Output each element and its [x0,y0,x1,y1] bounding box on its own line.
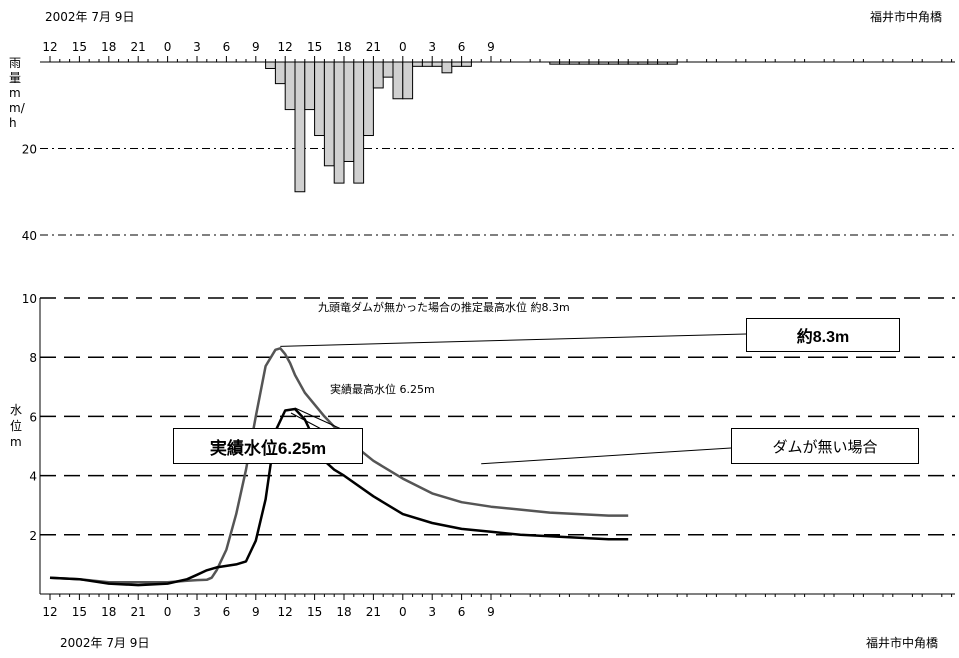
rain-bar [274,61,286,85]
level-y-tick-label: 2 [29,529,37,543]
level-x-tick-label: 21 [366,605,381,619]
rain-bar [578,61,590,65]
rain-x-tick-label: 18 [336,40,351,54]
rain-bar [568,61,580,65]
rain-y-tick-label: 20 [22,143,37,157]
rain-bar [559,61,570,65]
rain-bar [314,61,325,137]
rain-bar [363,61,374,137]
rain-bar [284,61,296,111]
rain-x-tick-label: 3 [428,40,436,54]
level-x-tick-label: 15 [307,605,322,619]
level-x-tick-label: 9 [252,605,260,619]
rain-x-tick-label: 6 [223,40,231,54]
rain-bar [627,61,639,65]
rain-x-tick-label: 21 [366,40,381,54]
rain-bar [265,61,276,69]
rain-x-tick-label: 6 [458,40,466,54]
rain-x-tick-label: 15 [307,40,322,54]
rain-bar [637,61,649,65]
level-x-tick-label: 21 [131,605,146,619]
level-x-tick-label: 3 [428,605,436,619]
rain-x-tick-label: 12 [278,40,293,54]
rain-bar [343,61,355,162]
rain-x-tick-label: 12 [42,40,57,54]
level-y-tick-label: 4 [29,470,37,484]
level-x-tick-label: 18 [101,605,116,619]
top-date-label: 2002年 7月 9日 [45,10,135,24]
level-x-tick-label: 12 [278,605,293,619]
rain-x-tick-label: 21 [131,40,146,54]
rain-bar [441,61,453,74]
level-x-tick-label: 0 [399,605,407,619]
level-axis-label: 水位 m [10,403,23,449]
bottom-date-label: 2002年 7月 9日 [60,636,150,650]
actual-peak-box: 実績水位6.25m [173,428,363,464]
rain-bar [294,61,306,193]
rain-bar [372,61,384,89]
level-x-tick-label: 9 [487,605,495,619]
rain-x-tick-label: 3 [193,40,201,54]
rainfall-chart: 12 15 18 21 0 3 6 9 12 15 18 21 0 3 6 9 20 40 [22,40,955,243]
rain-bar [402,61,414,100]
rain-bar [382,61,394,78]
actual-peak-annotation: 実績最高水位 6.25m [330,383,435,396]
water-level-chart: 2 4 6 8 10 12 15 18 21 0 3 6 9 12 15 18 21 0 3 6 9 [22,292,955,619]
rain-x-tick-label: 0 [164,40,172,54]
top-station-label: 福井市中角橋 [870,10,943,24]
rain-bar [588,61,600,65]
rain-bar [549,61,561,65]
rain-bar [598,61,610,65]
rain-bar [666,61,678,65]
level-y-tick-label: 6 [29,410,37,424]
rain-bar [412,61,423,67]
rain-bar [421,61,433,67]
bottom-station-label: 福井市中角橋 [866,636,939,650]
rain-bar [333,61,345,184]
rain-bar [304,61,316,111]
rain-bar [617,61,629,65]
rain-bar [323,61,335,167]
level-y-tick-label: 8 [29,351,37,365]
no-dam-water-level-line [49,347,629,584]
rain-x-tick-label: 0 [399,40,407,54]
no-dam-peak-annotation: 九頭竜ダムが無かった場合の推定最高水位 約8.3m [318,301,570,314]
rain-bar [353,61,365,184]
level-x-tick-label: 15 [72,605,87,619]
rain-y-tick-label: 40 [22,229,37,243]
rain-x-tick-label: 9 [487,40,495,54]
level-y-tick-label: 10 [22,292,37,306]
level-x-tick-label: 6 [223,605,231,619]
level-x-tick-label: 0 [164,605,172,619]
no-dam-peak-box: 約8.3m [746,318,900,352]
level-x-tick-label: 12 [42,605,57,619]
rain-bar [451,61,463,67]
level-x-tick-label: 3 [193,605,201,619]
no-dam-legend-leader [481,447,732,465]
rain-axis-label: 雨量 mm/h [9,56,25,130]
rain-bar [392,61,404,100]
level-x-tick-label: 6 [458,605,466,619]
rain-bar [461,61,472,67]
actual-water-level-line [49,407,629,587]
rain-x-tick-label: 9 [252,40,260,54]
level-x-tick-label: 18 [336,605,351,619]
rain-x-tick-label: 18 [101,40,116,54]
rain-bar [608,61,619,65]
no-dam-peak-leader [280,333,747,347]
rain-bar [657,61,668,65]
rain-x-tick-label: 15 [72,40,87,54]
rain-bar [431,61,443,67]
rain-bar [647,61,659,65]
no-dam-legend-box: ダムが無い場合 [731,428,919,464]
